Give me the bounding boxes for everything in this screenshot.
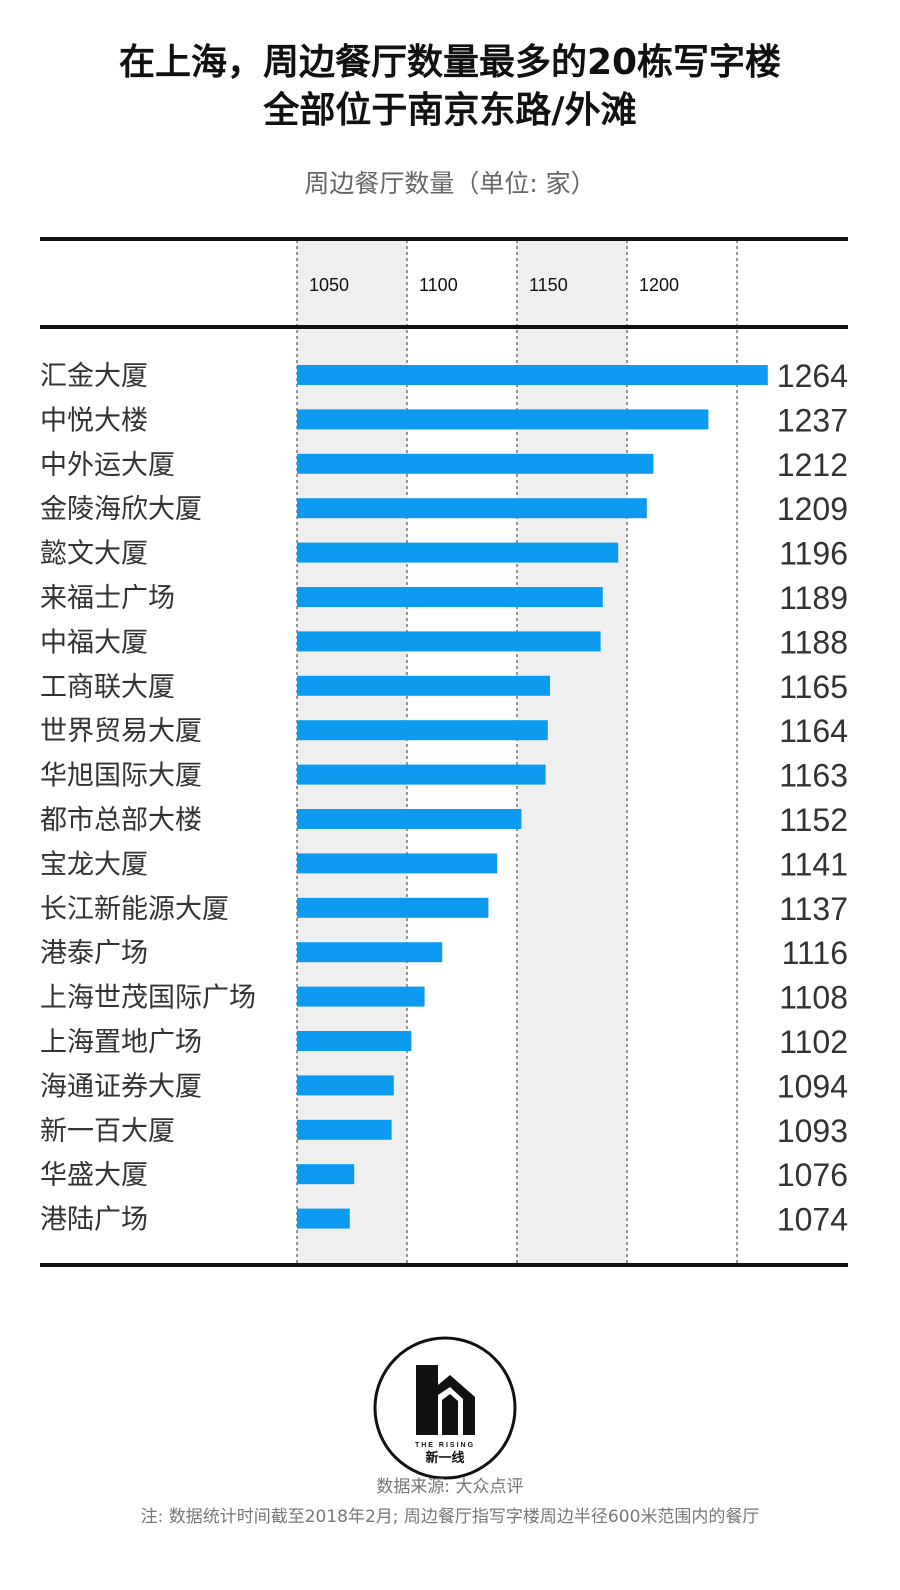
- value-label: 1165: [779, 669, 848, 705]
- value-label: 1189: [779, 580, 848, 616]
- category-label: 中外运大厦: [40, 450, 175, 481]
- bar: [297, 631, 601, 652]
- category-label: 港陆广场: [40, 1205, 148, 1236]
- category-label: 华旭国际大厦: [40, 761, 202, 792]
- bar: [297, 764, 546, 785]
- value-label: 1108: [779, 980, 848, 1016]
- footnote: 注: 数据统计时间截至2018年2月; 周边餐厅指写字楼周边半径600米范围内的…: [140, 1507, 760, 1527]
- category-label: 上海世茂国际广场: [40, 983, 256, 1014]
- the-rising-logo: THE RISING 新一线: [373, 1336, 517, 1480]
- bar: [297, 365, 768, 385]
- category-label: 上海置地广场: [40, 1027, 202, 1058]
- category-label: 长江新能源大厦: [40, 894, 229, 925]
- value-label: 1163: [779, 758, 848, 794]
- bar: [297, 720, 548, 741]
- chart-subtitle: 周边餐厅数量（单位: 家）: [304, 169, 596, 198]
- x-tick-label: 1200: [639, 275, 679, 295]
- bar: [297, 809, 522, 829]
- grid-band: [297, 240, 407, 1263]
- header-rule: [40, 325, 848, 329]
- value-label: 1212: [777, 447, 848, 483]
- bar: [297, 587, 603, 607]
- value-label: 1188: [779, 624, 848, 660]
- category-label: 新一百大厦: [40, 1116, 175, 1147]
- bar: [297, 409, 709, 430]
- chart-title-line1: 在上海，周边餐厅数量最多的20栋写字楼: [118, 42, 782, 83]
- category-label: 来福士广场: [40, 583, 175, 614]
- chart-title-line2: 全部位于南京东路/外滩: [263, 90, 637, 131]
- value-label: 1141: [779, 846, 848, 882]
- bottom-rule: [40, 1263, 848, 1267]
- bar: [297, 1208, 350, 1229]
- value-label: 1209: [777, 491, 848, 527]
- bar: [297, 942, 443, 963]
- grid-band: [517, 240, 627, 1263]
- logo-text-top: THE RISING: [415, 1442, 475, 1449]
- value-label: 1094: [777, 1068, 848, 1104]
- bar: [297, 1031, 412, 1051]
- x-tick-label: 1100: [419, 275, 458, 295]
- bar-chart: 1050 1100 1150 1200 汇金大厦 1264 中悦大楼 1237 中外运大厦 121…: [40, 237, 848, 1267]
- bar: [297, 1119, 392, 1140]
- value-label: 1093: [777, 1113, 848, 1149]
- category-label: 中福大厦: [40, 627, 148, 658]
- value-label: 1074: [777, 1202, 848, 1238]
- category-label: 世界贸易大厦: [40, 716, 202, 747]
- bar: [297, 1164, 355, 1185]
- category-label: 宝龙大厦: [40, 849, 148, 880]
- value-label: 1164: [779, 713, 848, 749]
- category-label: 港泰广场: [40, 938, 148, 969]
- value-label: 1102: [779, 1024, 848, 1060]
- data-source: 数据来源: 大众点评: [376, 1477, 524, 1497]
- category-label: 金陵海欣大厦: [40, 494, 202, 525]
- value-label: 1152: [779, 802, 848, 838]
- value-label: 1116: [782, 935, 848, 971]
- bar: [297, 675, 550, 696]
- category-label: 工商联大厦: [40, 672, 175, 703]
- x-tick-label: 1150: [529, 275, 568, 295]
- top-rule: [40, 237, 848, 241]
- category-label: 懿文大厦: [40, 539, 148, 570]
- bar: [297, 897, 489, 918]
- value-label: 1076: [777, 1157, 848, 1193]
- category-label: 中悦大楼: [40, 405, 148, 436]
- category-label: 汇金大厦: [40, 361, 148, 392]
- value-label: 1137: [779, 891, 848, 927]
- bar: [297, 853, 498, 874]
- logo-text-bottom: 新一线: [425, 1450, 464, 1466]
- bar: [297, 453, 654, 474]
- bar: [297, 986, 425, 1007]
- category-label: 海通证券大厦: [40, 1071, 202, 1102]
- x-tick-label: 1050: [309, 275, 349, 295]
- bar: [297, 1075, 394, 1096]
- value-label: 1196: [779, 536, 848, 572]
- category-label: 都市总部大楼: [40, 805, 202, 836]
- value-label: 1237: [777, 402, 848, 438]
- bar: [297, 542, 619, 563]
- bar: [297, 498, 647, 519]
- category-label: 华盛大厦: [40, 1160, 148, 1191]
- value-label: 1264: [777, 358, 848, 394]
